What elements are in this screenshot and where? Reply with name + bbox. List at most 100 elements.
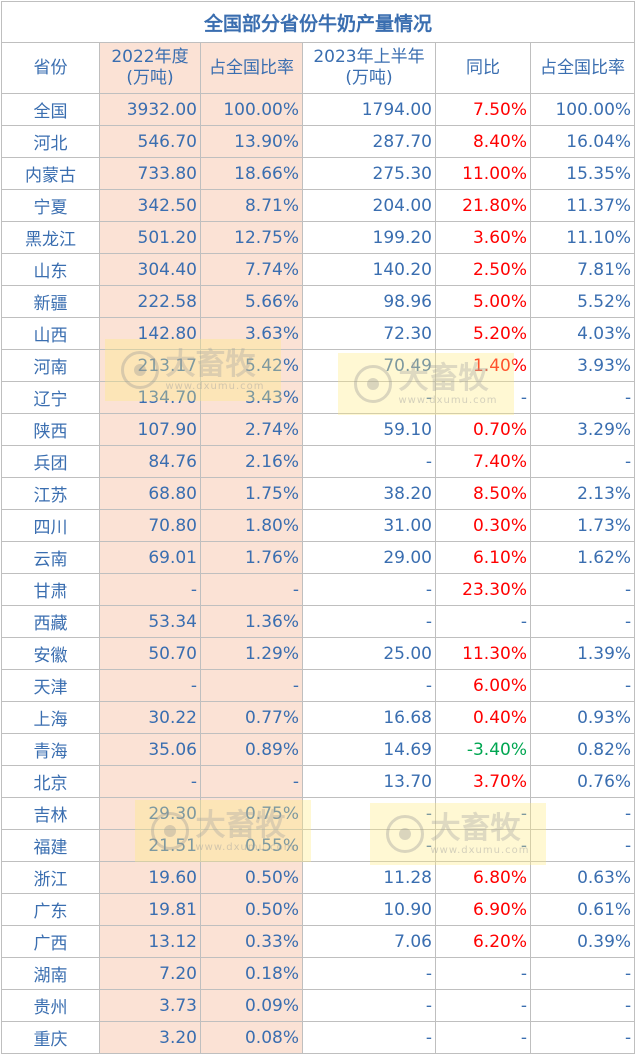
cell-output-2023h1: - — [302, 669, 436, 702]
cell-output-2022: 50.70 — [99, 637, 201, 670]
cell-yoy: 3.70% — [435, 765, 531, 798]
cell-yoy: 0.40% — [435, 701, 531, 734]
cell-share-2022: 1.75% — [200, 477, 303, 510]
cell-province: 西藏 — [1, 605, 100, 638]
cell-share-2023h1: 1.62% — [529, 541, 635, 574]
cell-output-2023h1: 10.90 — [302, 893, 436, 926]
cell-yoy: 11.30% — [435, 637, 531, 670]
cell-yoy: 8.50% — [435, 477, 531, 510]
table-row: 天津 - - -6.00% - — [1, 669, 635, 702]
cell-output-2023h1: 29.00 — [302, 541, 436, 574]
table-row: 陕西 107.90 2.74% 59.10 0.70% 3.29% — [1, 413, 635, 446]
table-row: 河南 213.17 5.42% 70.49 1.40% 3.93% — [1, 349, 635, 382]
cell-province: 广西 — [1, 925, 100, 958]
cell-province: 广东 — [1, 893, 100, 926]
header-2022-share: 占全国比率 — [200, 42, 303, 94]
cell-share-2022: 1.29% — [200, 637, 303, 670]
cell-share-2022: 0.77% — [200, 701, 303, 734]
cell-yoy: - — [435, 1021, 531, 1054]
cell-output-2023h1: 140.20 — [302, 253, 436, 286]
cell-province: 黑龙江 — [1, 221, 100, 254]
table-row: 内蒙古 733.80 18.66% 275.30 11.00% 15.35% — [1, 157, 635, 190]
table-row: 四川 70.80 1.80% 31.00 0.30% 1.73% — [1, 509, 635, 542]
cell-province: 浙江 — [1, 861, 100, 894]
cell-output-2022: 19.81 — [99, 893, 201, 926]
table-row: 西藏 53.34 1.36% - - - — [1, 605, 635, 638]
cell-share-2022: 3.43% — [200, 381, 303, 414]
header-2023h1-output: 2023年上半年 (万吨) — [302, 42, 436, 94]
cell-share-2023h1: 16.04% — [529, 125, 635, 158]
table-row: 辽宁 134.70 3.43% - - - — [1, 381, 635, 414]
cell-province: 兵团 — [1, 445, 100, 478]
cell-share-2022: 0.75% — [200, 797, 303, 830]
cell-yoy: 3.60% — [435, 221, 531, 254]
cell-yoy: 11.00% — [435, 157, 531, 190]
cell-output-2022: - — [99, 765, 201, 798]
table-row: 福建 21.51 0.55% - - - — [1, 829, 635, 862]
cell-share-2023h1: 1.39% — [529, 637, 635, 670]
header-2022-output: 2022年度 (万吨) — [99, 42, 201, 94]
cell-share-2023h1: 0.93% — [529, 701, 635, 734]
cell-share-2023h1: - — [529, 1021, 635, 1054]
cell-yoy: 6.80% — [435, 861, 531, 894]
cell-province: 湖南 — [1, 957, 100, 990]
cell-output-2023h1: - — [302, 445, 436, 478]
cell-yoy: 8.40% — [435, 125, 531, 158]
cell-share-2022: 100.00% — [200, 93, 303, 126]
cell-yoy: 6.00% — [435, 669, 531, 702]
table-row: 全国 3932.00 100.00% 1794.00 7.50% 100.00% — [1, 93, 635, 126]
cell-output-2022: 501.20 — [99, 221, 201, 254]
cell-share-2023h1: 0.63% — [529, 861, 635, 894]
cell-share-2022: 0.89% — [200, 733, 303, 766]
cell-share-2022: 2.74% — [200, 413, 303, 446]
cell-province: 内蒙古 — [1, 157, 100, 190]
cell-yoy: 5.20% — [435, 317, 531, 350]
cell-output-2022: 53.34 — [99, 605, 201, 638]
table-row: 上海 30.22 0.77% 16.68 0.40% 0.93% — [1, 701, 635, 734]
cell-province: 青海 — [1, 733, 100, 766]
cell-output-2022: 19.60 — [99, 861, 201, 894]
cell-share-2022: 5.42% — [200, 349, 303, 382]
cell-yoy: - — [435, 381, 531, 414]
table-row: 青海 35.06 0.89% 14.69 -3.40% 0.82% — [1, 733, 635, 766]
table-row: 新疆 222.58 5.66% 98.96 5.00% 5.52% — [1, 285, 635, 318]
cell-share-2023h1: 11.10% — [529, 221, 635, 254]
cell-output-2022: 30.22 — [99, 701, 201, 734]
cell-share-2023h1: 7.81% — [529, 253, 635, 286]
cell-yoy: 2.50% — [435, 253, 531, 286]
cell-share-2022: 0.33% — [200, 925, 303, 958]
table-row: 黑龙江 501.20 12.75% 199.20 3.60% 11.10% — [1, 221, 635, 254]
cell-province: 宁夏 — [1, 189, 100, 222]
cell-province: 河北 — [1, 125, 100, 158]
table-row: 广东 19.81 0.50% 10.90 6.90% 0.61% — [1, 893, 635, 926]
cell-yoy: - — [435, 605, 531, 638]
cell-share-2022: 12.75% — [200, 221, 303, 254]
cell-share-2023h1: - — [529, 989, 635, 1022]
cell-output-2022: 69.01 — [99, 541, 201, 574]
cell-province: 陕西 — [1, 413, 100, 446]
cell-province: 新疆 — [1, 285, 100, 318]
cell-output-2023h1: 11.28 — [302, 861, 436, 894]
cell-province: 福建 — [1, 829, 100, 862]
cell-output-2022: 84.76 — [99, 445, 201, 478]
cell-share-2022: - — [200, 669, 303, 702]
cell-output-2022: 21.51 — [99, 829, 201, 862]
cell-share-2023h1: - — [529, 445, 635, 478]
cell-output-2023h1: - — [302, 797, 436, 830]
cell-output-2022: - — [99, 573, 201, 606]
cell-province: 吉林 — [1, 797, 100, 830]
cell-output-2022: - — [99, 669, 201, 702]
table-row: 山西 142.80 3.63% 72.30 5.20% 4.03% — [1, 317, 635, 350]
cell-share-2022: 3.63% — [200, 317, 303, 350]
cell-province: 河南 — [1, 349, 100, 382]
cell-output-2022: 68.80 — [99, 477, 201, 510]
table-row: 云南 69.01 1.76% 29.00 6.10% 1.62% — [1, 541, 635, 574]
cell-province: 山西 — [1, 317, 100, 350]
cell-output-2023h1: 72.30 — [302, 317, 436, 350]
header-row: 省份 2022年度 (万吨) 占全国比率 2023年上半年 (万吨) 同比 占全… — [1, 42, 635, 94]
cell-output-2022: 3.20 — [99, 1021, 201, 1054]
cell-share-2023h1: 0.61% — [529, 893, 635, 926]
cell-output-2023h1: 14.69 — [302, 733, 436, 766]
table-row: 重庆 3.20 0.08% - - - — [1, 1021, 635, 1054]
cell-output-2022: 3932.00 — [99, 93, 201, 126]
